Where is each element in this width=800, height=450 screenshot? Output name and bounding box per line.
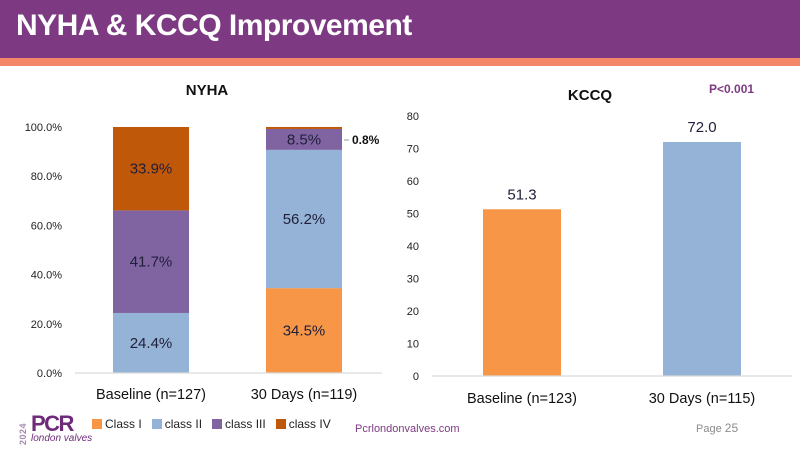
kccq-data-label: 72.0 (687, 119, 716, 136)
legend-swatch (212, 419, 223, 429)
footer-url[interactable]: Pcrlondonvalves.com (355, 423, 460, 435)
nyha-y-tick: 0.0% (37, 368, 62, 380)
p-value-annotation: P<0.001 (709, 82, 755, 96)
nyha-category-label: Baseline (n=127) (96, 387, 206, 403)
page-value: 25 (724, 421, 739, 435)
nyha-data-label: 41.7% (130, 254, 173, 271)
nyha-y-tick: 100.0% (25, 122, 63, 134)
nyha-data-label: 8.5% (287, 131, 321, 148)
nyha-bar-segment (266, 128, 342, 150)
kccq-title: KCCQ (568, 87, 612, 104)
nyha-y-tick: 80.0% (31, 171, 62, 183)
kccq-data-label: 51.3 (507, 186, 536, 203)
nyha-bar-segment (266, 149, 342, 289)
nyha-title: NYHA (186, 82, 229, 99)
nyha-chart: NYHA 0.0% 20.0% 40.0% 60.0% 80.0% 100.0% 24.4… (25, 82, 382, 403)
kccq-y-tick: 0 (413, 371, 419, 383)
legend-label: Class I (105, 417, 142, 431)
logo-year: 2024 (18, 422, 28, 445)
nyha-bar-segment (113, 312, 189, 373)
accent-stripe (0, 58, 800, 66)
nyha-bar-segment (113, 127, 189, 211)
legend-swatch (92, 419, 102, 429)
logo-name: PCR (31, 411, 74, 436)
kccq-y-tick: 20 (407, 306, 419, 318)
nyha-data-label: 33.9% (130, 161, 173, 178)
legend-swatch (151, 419, 162, 429)
title-bar: NYHA & KCCQ Improvement (0, 0, 800, 58)
logo-subtitle: london valves (31, 433, 93, 444)
legend-label: class IV (288, 417, 331, 431)
legend-item-class-iv: class IV (275, 417, 331, 431)
kccq-y-tick: 80 (407, 111, 419, 123)
legend-label: class II (164, 417, 203, 431)
kccq-bar (663, 142, 741, 376)
page-label: Page (696, 423, 722, 435)
nyha-bar-segment (113, 210, 189, 313)
legend-item-class-ii: class II (151, 417, 203, 431)
nyha-bar-segment (266, 127, 342, 129)
legend-swatch (275, 419, 286, 429)
kccq-y-tick: 70 (407, 144, 419, 156)
nyha-y-tick: 40.0% (31, 270, 62, 282)
nyha-data-label: 24.4% (130, 335, 173, 352)
page-number: Page 25 (696, 421, 738, 435)
kccq-y-tick: 40 (407, 241, 419, 253)
legend-item-class-i: Class I (92, 417, 142, 431)
legend-label: class III (225, 417, 266, 431)
nyha-y-tick: 20.0% (31, 319, 62, 331)
slide-title: NYHA & KCCQ Improvement (16, 9, 412, 42)
nyha-bar-segment (266, 288, 342, 373)
pcr-logo: 2024 PCR london valves (18, 411, 108, 447)
nyha-data-label: 0.8% (352, 133, 380, 147)
kccq-chart: KCCQ 0 10 20 30 40 50 60 70 80 51.3 72.0 Baseline… (407, 87, 792, 407)
legend-item-class-iii: class III (212, 417, 266, 431)
kccq-category-label: Baseline (n=123) (467, 391, 577, 407)
kccq-bar (483, 209, 561, 376)
nyha-data-label: 34.5% (283, 323, 326, 340)
kccq-category-label: 30 Days (n=115) (649, 391, 756, 407)
kccq-y-tick: 50 (407, 209, 419, 221)
kccq-y-tick: 60 (407, 176, 419, 188)
nyha-data-label: 56.2% (283, 211, 326, 228)
nyha-y-tick: 60.0% (31, 220, 62, 232)
nyha-category-label: 30 Days (n=119) (251, 387, 358, 403)
nyha-legend: Class I class II class III class IV (92, 417, 331, 431)
kccq-y-tick: 10 (407, 339, 419, 351)
kccq-y-tick: 30 (407, 274, 419, 286)
